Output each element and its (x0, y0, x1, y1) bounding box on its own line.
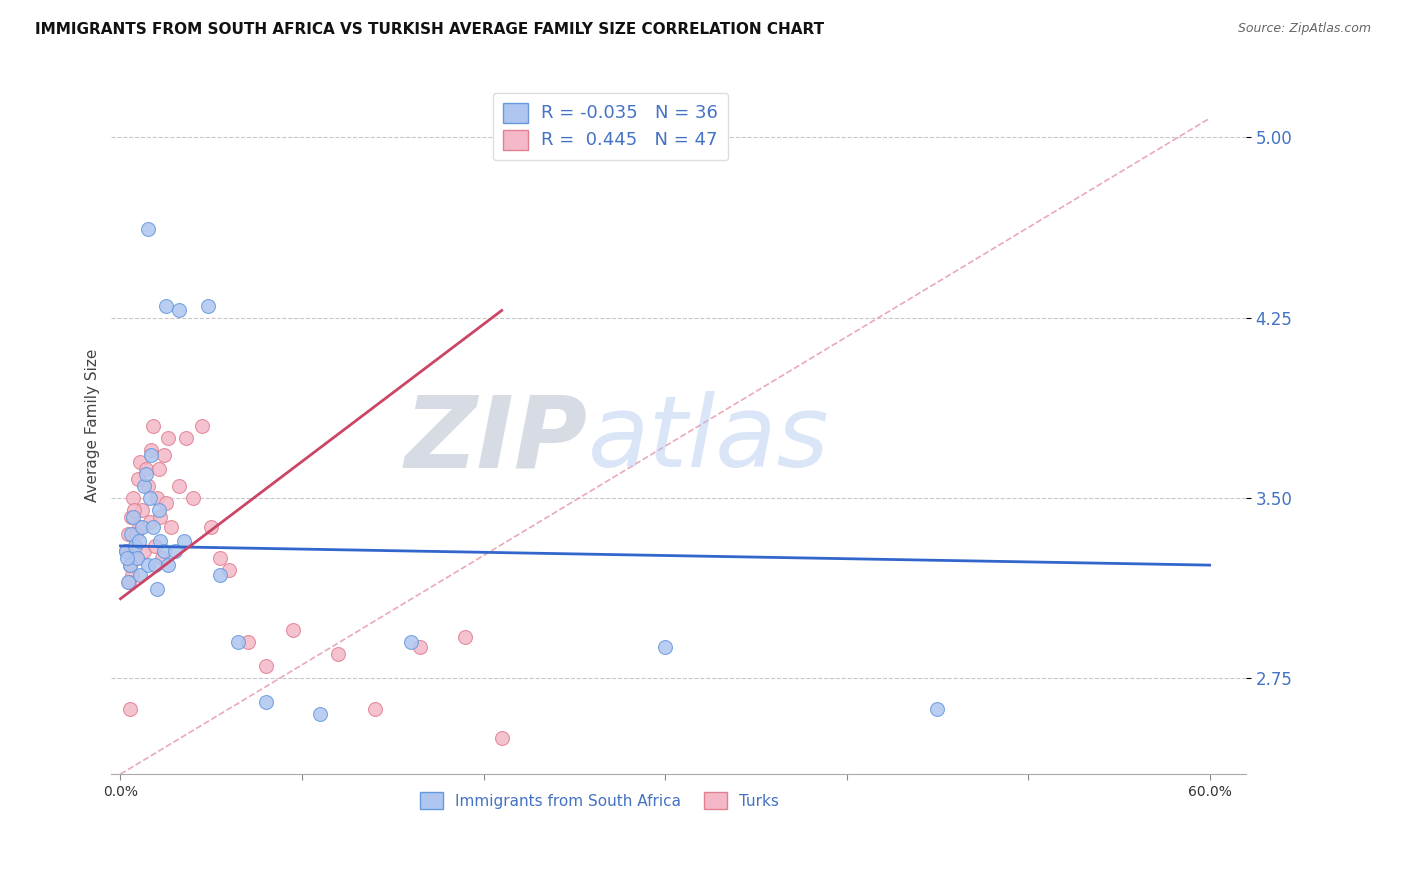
Point (146, 491, 169, 505)
Point (141, 448, 163, 462)
Point (127, 472, 149, 486)
Point (328, 647, 350, 661)
Point (155, 299, 177, 313)
Point (122, 503, 145, 517)
Point (117, 527, 139, 541)
Point (118, 574, 141, 589)
Point (136, 221, 159, 235)
Point (115, 543, 138, 558)
Text: Source: ZipAtlas.com: Source: ZipAtlas.com (1237, 22, 1371, 36)
Point (167, 303, 190, 318)
Point (120, 558, 142, 573)
Point (115, 550, 138, 565)
Point (121, 567, 143, 582)
Point (141, 442, 163, 457)
Point (156, 431, 179, 445)
Point (120, 510, 142, 524)
Point (454, 630, 477, 644)
Point (200, 519, 222, 533)
Point (143, 558, 166, 573)
Point (124, 539, 146, 553)
Point (209, 550, 232, 565)
Point (143, 539, 166, 553)
Y-axis label: Average Family Size: Average Family Size (86, 349, 100, 502)
Point (125, 550, 148, 565)
Point (491, 731, 513, 745)
Point (153, 543, 176, 558)
Point (136, 558, 159, 573)
Point (131, 503, 153, 517)
Point (163, 543, 186, 558)
Legend: Immigrants from South Africa, Turks: Immigrants from South Africa, Turks (413, 787, 785, 815)
Point (129, 567, 152, 582)
Point (148, 462, 170, 476)
Point (122, 491, 145, 505)
Point (174, 431, 197, 445)
Point (135, 467, 157, 481)
Point (118, 702, 141, 716)
Point (281, 623, 304, 637)
Point (118, 558, 141, 573)
Point (132, 543, 155, 558)
Point (156, 558, 179, 573)
Point (150, 550, 173, 565)
Point (191, 418, 214, 433)
Point (138, 491, 160, 505)
Point (209, 567, 232, 582)
Point (155, 496, 177, 510)
Point (197, 299, 219, 313)
Point (173, 534, 195, 549)
Point (149, 534, 172, 549)
Point (309, 707, 332, 722)
Point (409, 640, 432, 654)
Text: IMMIGRANTS FROM SOUTH AFRICA VS TURKISH AVERAGE FAMILY SIZE CORRELATION CHART: IMMIGRANTS FROM SOUTH AFRICA VS TURKISH … (35, 22, 824, 37)
Point (146, 582, 169, 596)
Point (142, 418, 165, 433)
Point (236, 635, 259, 649)
Point (181, 491, 204, 505)
Point (363, 702, 385, 716)
Point (149, 510, 172, 524)
Point (131, 519, 153, 533)
Point (135, 462, 157, 476)
Point (142, 519, 165, 533)
Point (153, 448, 176, 462)
Point (132, 479, 155, 493)
Point (115, 543, 138, 558)
Point (160, 519, 183, 533)
Point (136, 479, 159, 493)
Point (254, 659, 277, 673)
Point (124, 539, 146, 553)
Point (228, 635, 250, 649)
Point (122, 510, 145, 524)
Point (218, 563, 240, 577)
Point (128, 534, 150, 549)
Text: atlas: atlas (588, 392, 830, 488)
Point (254, 695, 277, 709)
Point (120, 527, 142, 541)
Point (654, 640, 676, 654)
Point (118, 558, 141, 573)
Point (129, 455, 152, 469)
Point (117, 574, 139, 589)
Text: ZIP: ZIP (405, 392, 588, 488)
Point (927, 702, 949, 716)
Point (148, 503, 170, 517)
Point (167, 479, 190, 493)
Point (138, 515, 160, 529)
Point (399, 635, 422, 649)
Point (125, 527, 148, 541)
Point (128, 519, 150, 533)
Point (125, 550, 148, 565)
